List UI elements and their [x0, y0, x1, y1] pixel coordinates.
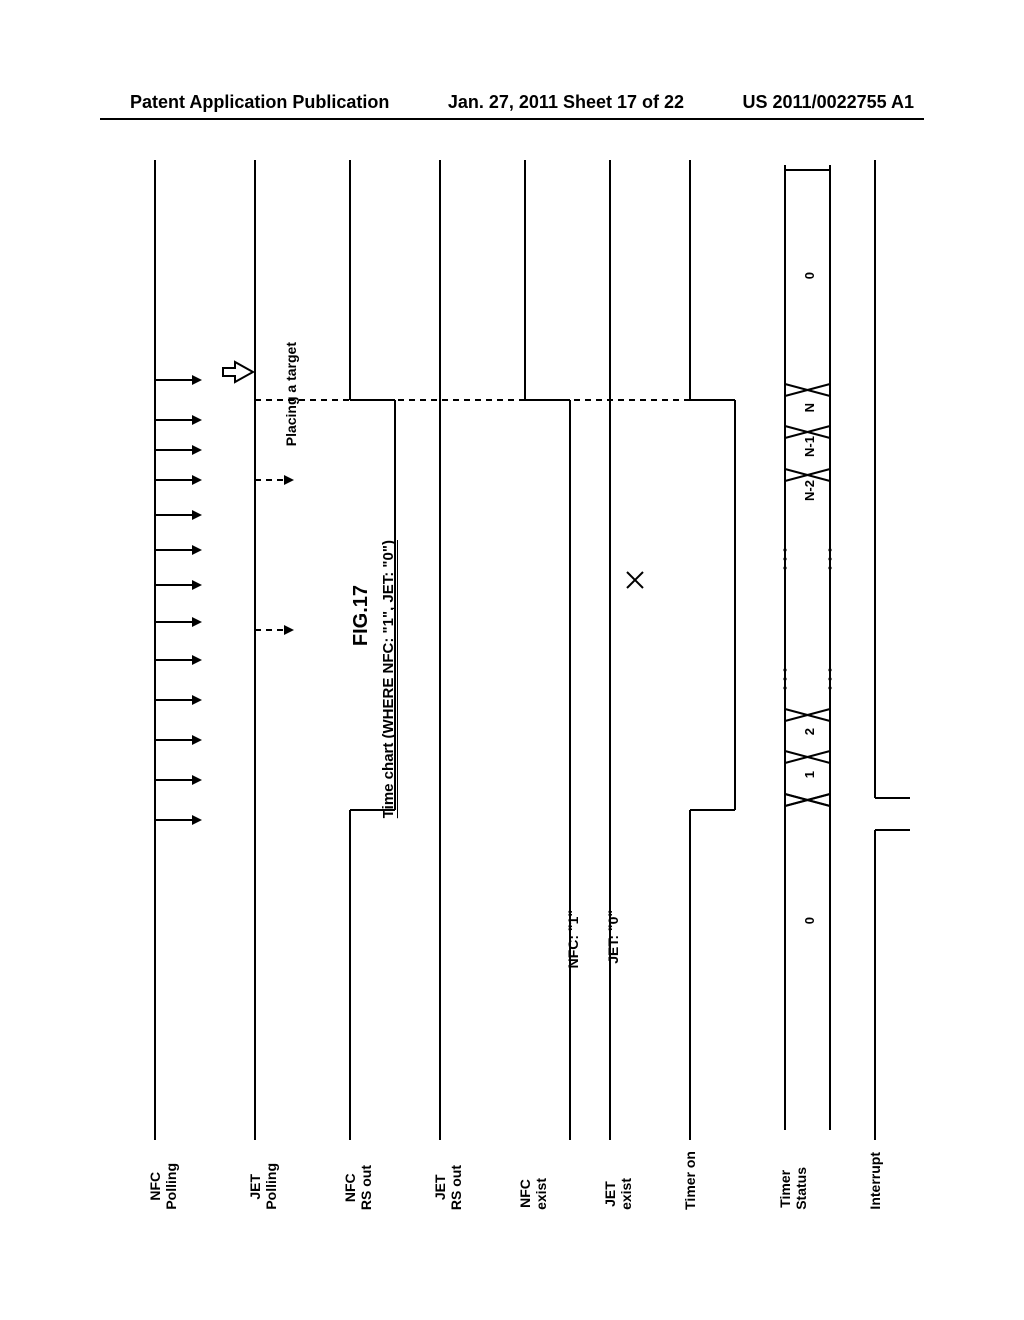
nfc-exist-label: NFC: "1" [565, 910, 581, 968]
placing-target-label: Placing a target [283, 342, 299, 446]
header-right: US 2011/0022755 A1 [743, 92, 914, 113]
timer-status-value: 0 [802, 917, 817, 924]
jet-exist-label: JET: "0" [605, 910, 621, 964]
timer-status-value: N-1 [802, 436, 817, 457]
timing-chart: NFC PollingJET PollingNFC RS outJET RS o… [130, 160, 910, 1200]
header-rule [100, 118, 924, 120]
header-center: Jan. 27, 2011 Sheet 17 of 22 [448, 92, 684, 113]
timer-status-value: 1 [802, 771, 817, 778]
timer-status-value: N [802, 403, 817, 412]
timer-status-value: 2 [802, 728, 817, 735]
page-header: Patent Application Publication Jan. 27, … [0, 92, 1024, 113]
header-left: Patent Application Publication [130, 92, 389, 113]
timer-status-value: 0 [802, 272, 817, 279]
timer-status-value: N-2 [802, 480, 817, 501]
